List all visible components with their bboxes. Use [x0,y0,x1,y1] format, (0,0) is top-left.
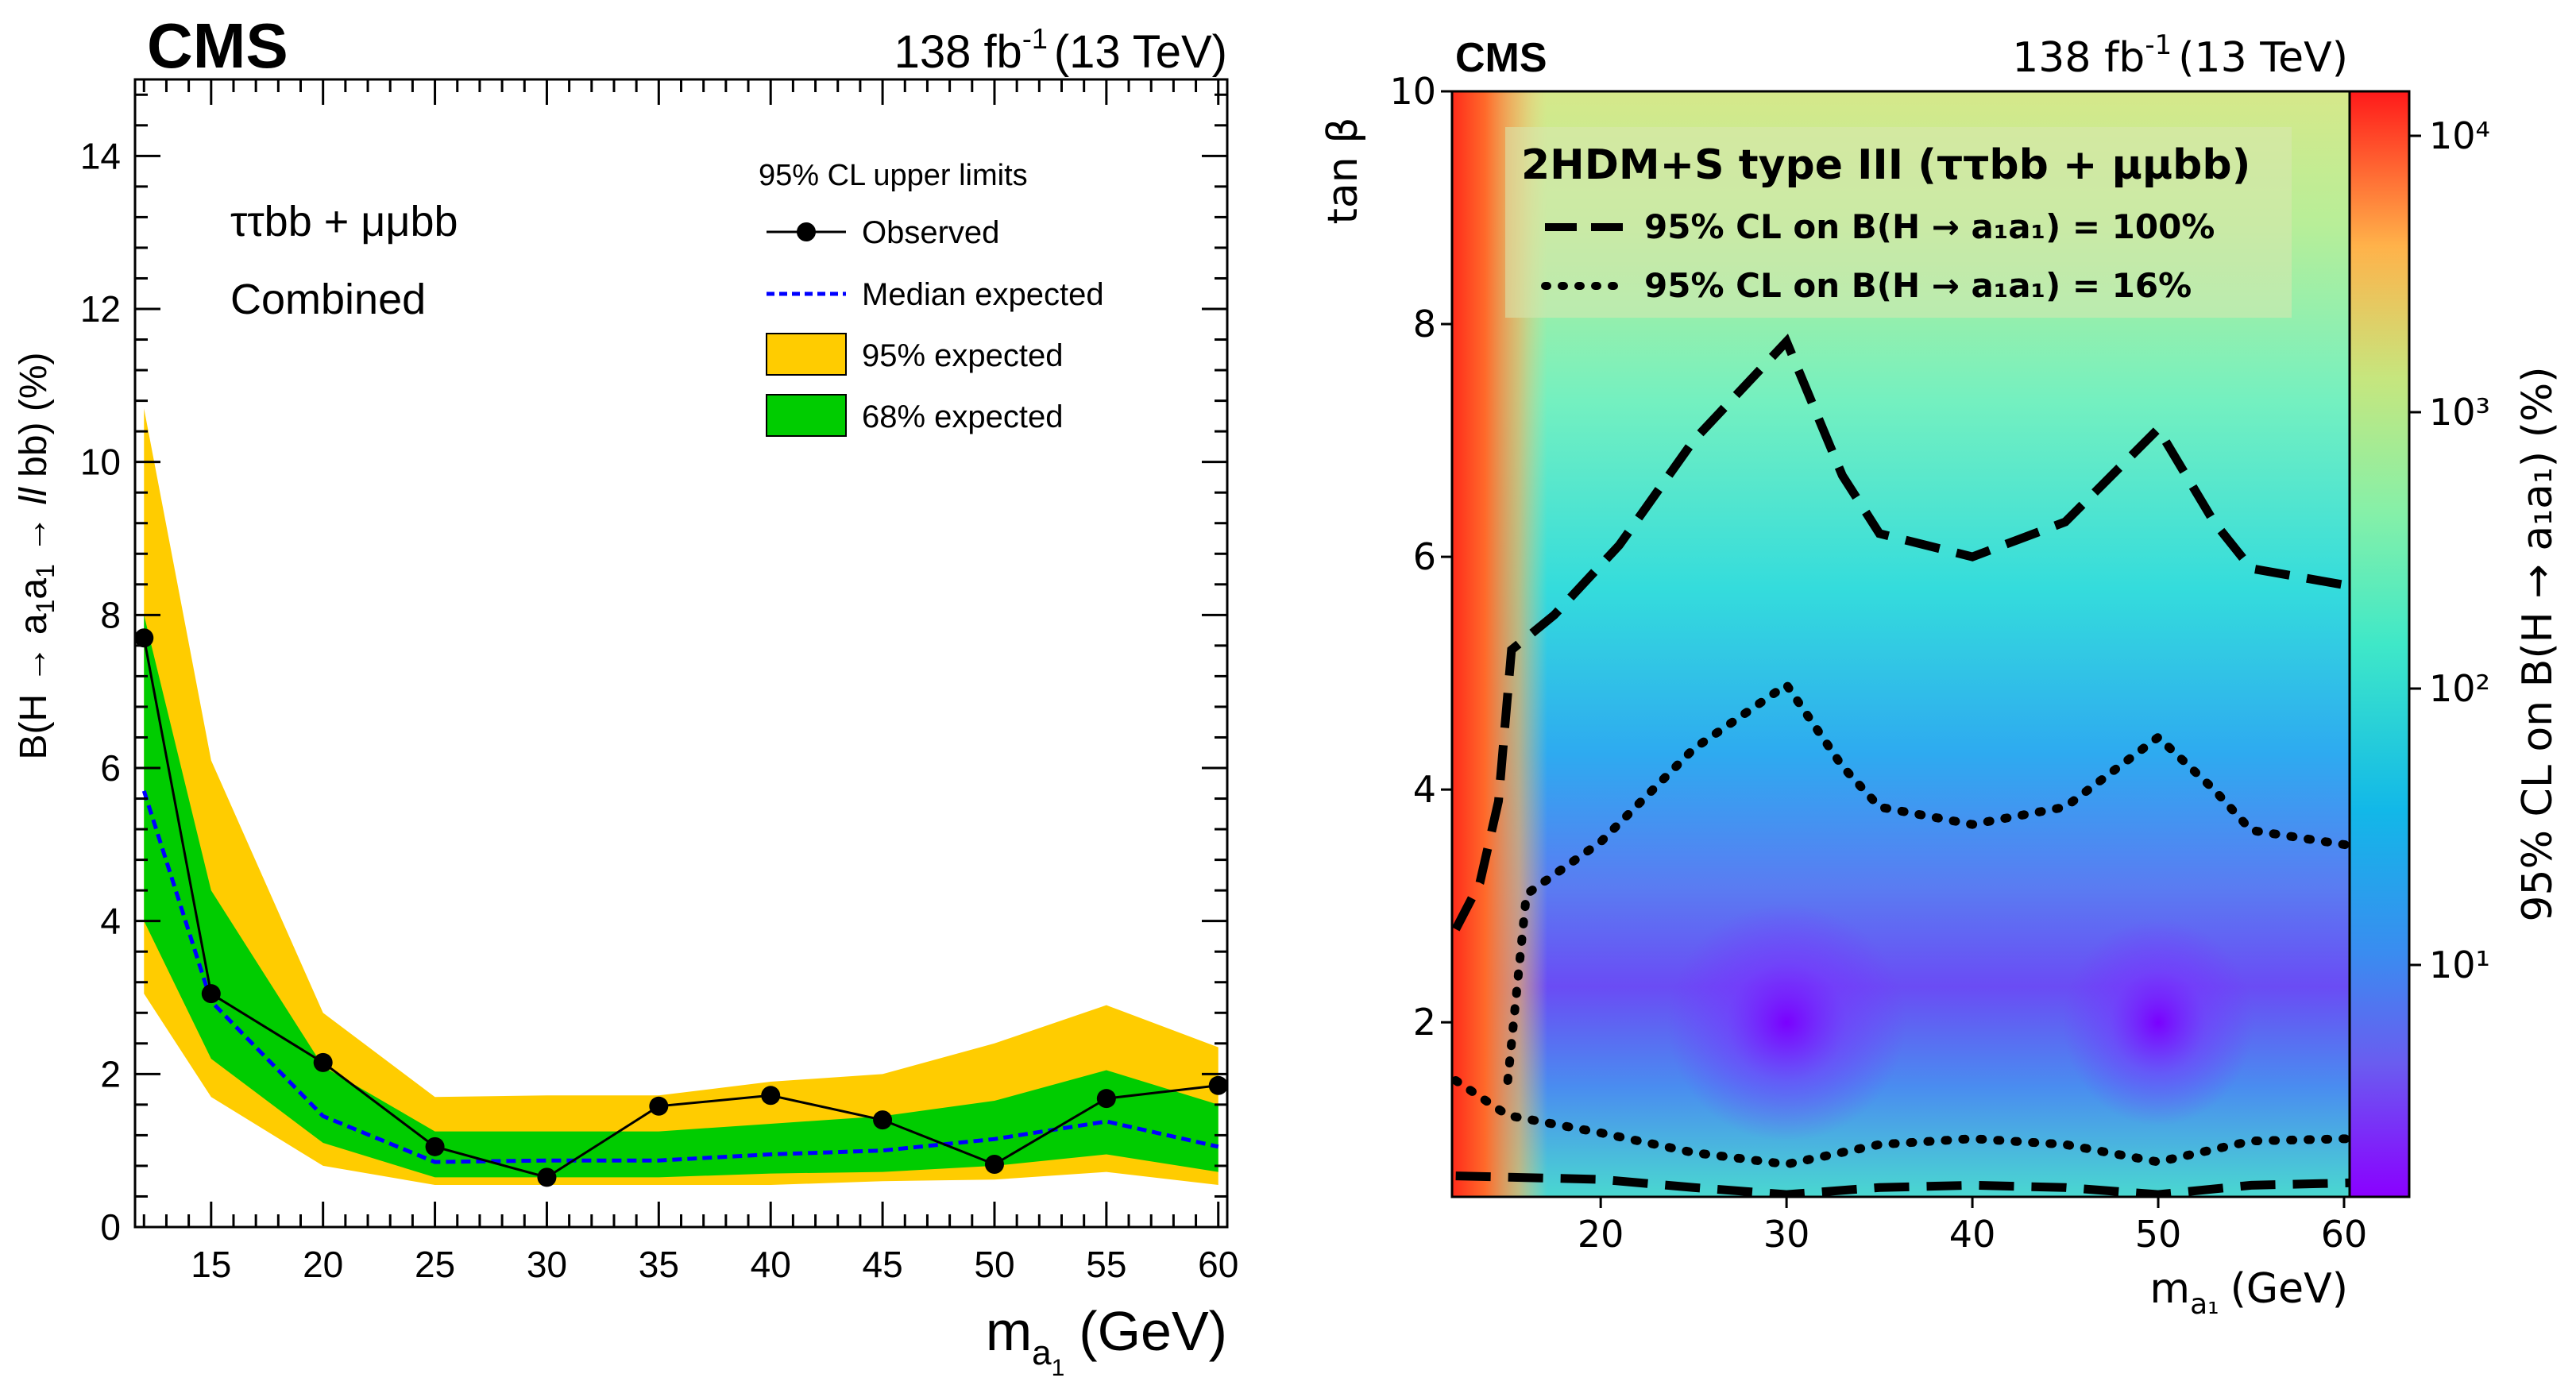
left-chart: 15 20 25 30 35 40 45 50 55 60 0 2 4 6 8 10 12 14 CMS 138 … [13,10,1238,1381]
y-tick-label-0: 0 [100,1206,121,1248]
r-y-tick-label-8: 8 [1413,303,1436,345]
x-tick-label-35: 35 [639,1244,679,1285]
observed-point-25 [425,1137,445,1156]
median-expected-line [141,790,1219,1164]
heatmap-background [1452,91,2350,1197]
x-tick-label-30: 30 [527,1244,567,1285]
y-tick-label-8: 8 [100,594,121,635]
colorbar-label: 95% CL on B(H → a₁a₁) (%) [2514,366,2562,921]
legend-median: Median expected [862,277,1104,312]
colorbar [2348,90,2411,1198]
r-x-tick-label-50: 50 [2135,1213,2182,1256]
x-tick-label-20: 20 [303,1244,343,1285]
right-y-axis-label: tan β [1319,118,1367,225]
x-tick-label-40: 40 [751,1244,791,1285]
x-tick-label-15: 15 [191,1244,231,1285]
y-tick-label-10: 10 [80,442,121,483]
x-tick-label-45: 45 [863,1244,903,1285]
r-y-tick-label-2: 2 [1413,1001,1436,1044]
z-tick-label-3: 10⁴ [2429,114,2490,157]
z-tick-label-1: 10² [2429,667,2490,710]
observed-point-30 [537,1167,557,1187]
y-tick-label-14: 14 [80,135,121,176]
right-lumi-label: 138 fb-1 (13 TeV) [2012,29,2348,82]
legend-68: 68% expected [862,399,1064,434]
observed-points [135,628,1227,1187]
left-lumi-label: 138 fb-1 (13 TeV) [894,22,1227,78]
left-y-axis-label: B(H → a1a1 → ll bb) (%) [13,352,60,759]
left-experiment-label: CMS [147,10,288,81]
observed-point-40 [761,1086,781,1106]
right-box-title: 2HDM+S type III (ττbb + μμbb) [1521,141,2250,189]
observed-point-15 [201,984,221,1004]
observed-point-12 [135,628,154,648]
contour-100-lower [1455,1171,2350,1197]
x-tick-label-25: 25 [415,1244,455,1285]
x-tick-label-60: 60 [1198,1244,1238,1285]
r-x-tick-label-20: 20 [1578,1213,1624,1256]
right-x-axis-label: ma₁ (GeV) [2149,1265,2348,1321]
y-tick-label-2: 2 [100,1053,121,1094]
observed-point-35 [649,1096,669,1116]
observed-point-50 [984,1155,1004,1175]
r-y-tick-label-4: 4 [1413,768,1436,811]
left-axis-ticks: 15 20 25 30 35 40 45 50 55 60 0 2 4 6 8 10 12 14 [80,79,1238,1285]
observed-point-45 [873,1110,893,1130]
r-x-tick-label-60: 60 [2321,1213,2368,1256]
heatmap-minimum-30 [1667,903,1906,1142]
right-legend-box: 2HDM+S type III (ττbb + μμbb) 95% CL on … [1505,127,2292,318]
heatmap-minimum-50 [2063,919,2254,1126]
legend-title: 95% CL upper limits [759,159,1028,192]
z-tick-label-2: 10³ [2429,391,2490,434]
y-tick-label-4: 4 [100,901,121,942]
heatmap-low-mass-edge [1452,91,1547,1197]
observed-point-55 [1096,1089,1116,1109]
contour-16-lower [1452,1075,2350,1169]
right-axis-ticks: 20 30 40 50 60 2 4 6 8 10 [1389,70,2367,1256]
left-x-axis-label: ma1(GeV) [986,1300,1227,1381]
right-experiment-label: CMS [1455,35,1547,81]
r-x-tick-label-30: 30 [1763,1213,1810,1256]
colorbar-ticks: 10¹ 10² 10³ 10⁴ [2409,114,2490,986]
x-tick-label-55: 55 [1086,1244,1126,1285]
z-tick-label-0: 10¹ [2429,944,2490,986]
legend-observed: Observed [862,215,999,250]
right-legend-dotted: 95% CL on B(H → a₁a₁) = 16% [1644,266,2192,305]
contour-100-upper [1452,334,2350,932]
y-tick-label-6: 6 [100,747,121,789]
x-tick-label-50: 50 [974,1244,1014,1285]
legend-95: 95% expected [862,338,1064,373]
r-x-tick-label-40: 40 [1949,1213,1996,1256]
contour-16-upper [1503,678,2350,1085]
subtitle-label: Combined [230,276,426,323]
y-tick-label-12: 12 [80,288,121,330]
observed-point-60 [1208,1075,1227,1095]
r-y-tick-label-10: 10 [1389,70,1436,113]
observed-point-20 [313,1052,333,1072]
channel-label: ττbb + μμbb [230,198,458,245]
right-plot-frame [1450,90,2351,1198]
r-y-tick-label-6: 6 [1413,535,1436,578]
right-legend-dashed: 95% CL on B(H → a₁a₁) = 100% [1644,207,2215,246]
left-legend: 95% CL upper limits Observed Median expe… [759,159,1104,437]
